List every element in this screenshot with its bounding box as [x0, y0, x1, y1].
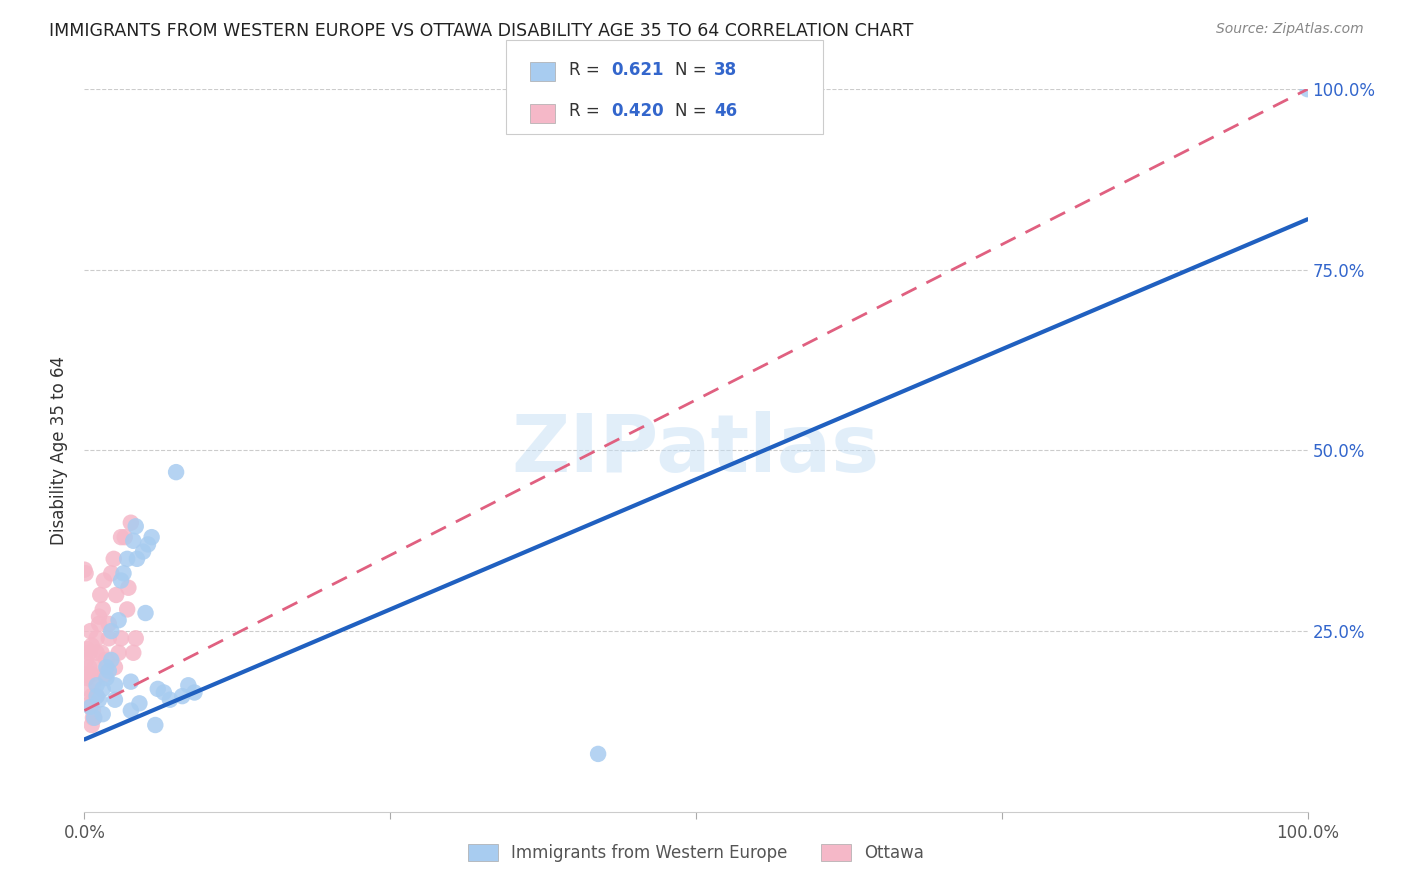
Point — [87, 616, 110, 631]
Point — [97, 664, 120, 678]
Point — [115, 602, 138, 616]
Point — [82, 704, 104, 718]
Text: R =: R = — [569, 61, 606, 78]
Point — [586, 747, 609, 761]
Point — [79, 624, 101, 639]
Point — [183, 685, 205, 699]
Point — [86, 678, 108, 692]
Point — [112, 566, 135, 581]
Point — [80, 639, 103, 653]
Point — [100, 653, 122, 667]
Point — [104, 692, 127, 706]
Point — [143, 718, 166, 732]
Text: 0.420: 0.420 — [612, 103, 664, 120]
Point — [94, 667, 117, 681]
Point — [89, 588, 111, 602]
Text: N =: N = — [675, 103, 711, 120]
Point — [80, 667, 103, 681]
Point — [177, 678, 200, 692]
Point — [77, 681, 100, 696]
Point — [120, 516, 142, 530]
Point — [125, 519, 148, 533]
Point — [73, 667, 96, 681]
Point — [77, 646, 100, 660]
Point — [90, 646, 112, 660]
Y-axis label: Disability Age 35 to 64: Disability Age 35 to 64 — [51, 356, 69, 545]
Point — [93, 574, 115, 588]
Point — [83, 711, 105, 725]
Text: N =: N = — [675, 61, 711, 78]
Point — [75, 653, 97, 667]
Point — [77, 660, 100, 674]
Point — [132, 544, 155, 558]
Text: 38: 38 — [714, 61, 737, 78]
Point — [105, 588, 128, 602]
Point — [125, 632, 148, 646]
Point — [110, 530, 132, 544]
Point — [120, 674, 142, 689]
Point — [114, 530, 136, 544]
Point — [104, 678, 127, 692]
Point — [96, 671, 118, 685]
Point — [1296, 82, 1319, 96]
Point — [172, 689, 194, 703]
Point — [86, 632, 108, 646]
Point — [75, 566, 97, 581]
Point — [135, 606, 157, 620]
Point — [83, 711, 105, 725]
Point — [84, 660, 107, 674]
Point — [80, 689, 103, 703]
Point — [96, 660, 118, 674]
Point — [82, 711, 104, 725]
Point — [159, 692, 181, 706]
Point — [110, 632, 132, 646]
Point — [83, 674, 105, 689]
Point — [165, 465, 187, 479]
Point — [91, 602, 114, 616]
Point — [117, 581, 139, 595]
Text: 46: 46 — [714, 103, 737, 120]
Point — [104, 660, 127, 674]
Text: R =: R = — [569, 103, 606, 120]
Point — [73, 563, 96, 577]
Point — [100, 624, 122, 639]
Point — [86, 689, 108, 703]
Point — [153, 685, 176, 699]
Point — [122, 646, 145, 660]
Point — [91, 681, 114, 696]
Point — [107, 613, 129, 627]
Point — [76, 642, 98, 657]
Point — [110, 574, 132, 588]
Point — [125, 551, 148, 566]
Point — [91, 707, 114, 722]
Point — [141, 530, 163, 544]
Point — [97, 632, 120, 646]
Text: Source: ZipAtlas.com: Source: ZipAtlas.com — [1216, 22, 1364, 37]
Point — [76, 671, 98, 685]
Point — [97, 616, 120, 631]
Point — [86, 646, 108, 660]
Point — [115, 551, 138, 566]
Point — [120, 704, 142, 718]
Point — [107, 646, 129, 660]
Point — [96, 653, 118, 667]
Point — [136, 537, 159, 551]
Point — [103, 551, 125, 566]
Text: ZIPatlas: ZIPatlas — [512, 411, 880, 490]
Point — [100, 566, 122, 581]
Text: 0.621: 0.621 — [612, 61, 664, 78]
Point — [128, 696, 150, 710]
Point — [79, 696, 101, 710]
Point — [122, 533, 145, 548]
Point — [146, 681, 169, 696]
Point — [87, 692, 110, 706]
Legend: Immigrants from Western Europe, Ottawa: Immigrants from Western Europe, Ottawa — [461, 837, 931, 869]
Text: IMMIGRANTS FROM WESTERN EUROPE VS OTTAWA DISABILITY AGE 35 TO 64 CORRELATION CHA: IMMIGRANTS FROM WESTERN EUROPE VS OTTAWA… — [49, 22, 914, 40]
Point — [80, 718, 103, 732]
Point — [86, 689, 108, 703]
Point — [79, 700, 101, 714]
Point — [87, 609, 110, 624]
